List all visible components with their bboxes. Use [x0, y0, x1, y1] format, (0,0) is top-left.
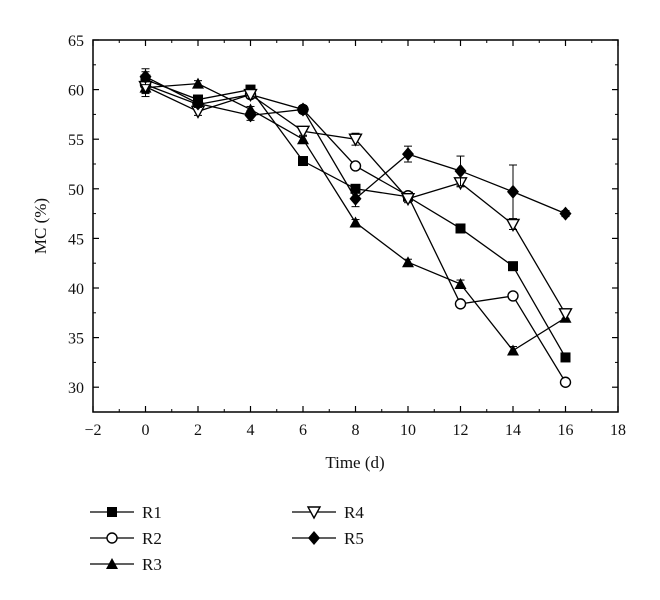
x-tick-label: 8	[352, 422, 360, 439]
x-tick-label: −2	[84, 422, 101, 439]
x-axis-label: Time (d)	[325, 453, 384, 472]
data-point	[349, 216, 362, 228]
legend: R1 R2 R3 R4 R5	[90, 503, 364, 574]
y-tick-label: 30	[68, 380, 84, 397]
data-point	[454, 278, 467, 290]
data-point	[349, 160, 362, 172]
legend-marker	[308, 531, 320, 545]
data-point	[454, 163, 467, 178]
legend-marker	[106, 558, 118, 569]
axis-ticks: −2 0 2 4 6 8 10 12 14 16 18 30 35 40 45 50 55 60 65	[68, 33, 626, 439]
data-point	[350, 183, 361, 194]
data-point	[559, 376, 572, 388]
x-tick-label: 0	[142, 422, 150, 439]
data-point	[454, 298, 467, 310]
data-point	[298, 156, 308, 167]
y-tick-label: 45	[68, 231, 84, 248]
data-point	[508, 261, 518, 272]
x-tick-label: 10	[400, 422, 416, 439]
data-point	[505, 218, 521, 232]
legend-label: R3	[142, 555, 162, 574]
y-tick-label: 35	[68, 331, 84, 348]
data-point	[244, 108, 257, 123]
series-layer	[138, 68, 573, 388]
series-r5	[139, 68, 572, 221]
data-point	[192, 77, 204, 89]
data-point	[507, 184, 519, 199]
data-point	[295, 125, 311, 139]
data-point	[559, 206, 572, 221]
x-tick-label: 16	[558, 422, 574, 439]
x-tick-label: 14	[505, 422, 521, 439]
x-tick-label: 2	[194, 422, 202, 439]
data-point	[507, 290, 519, 302]
legend-item-r3: R3	[90, 555, 162, 574]
legend-item-r2: R2	[90, 529, 162, 548]
y-tick-label: 55	[68, 132, 84, 149]
data-point	[400, 193, 416, 207]
legend-item-r5: R5	[292, 529, 364, 548]
data-point	[558, 308, 573, 322]
data-point	[560, 352, 571, 363]
data-point	[507, 344, 519, 356]
data-point	[243, 88, 258, 103]
y-tick-label: 50	[68, 182, 84, 199]
data-point	[139, 69, 152, 84]
y-tick-label: 40	[68, 281, 84, 298]
legend-item-r1: R1	[90, 503, 162, 522]
legend-label: R5	[344, 529, 364, 548]
data-point	[348, 133, 363, 147]
y-axis-label: MC (%)	[31, 198, 50, 254]
series-r3	[139, 77, 572, 356]
legend-item-r4: R4	[292, 503, 364, 522]
legend-marker	[306, 506, 322, 520]
y-tick-label: 65	[68, 33, 84, 50]
data-point	[349, 191, 362, 206]
legend-marker	[106, 532, 118, 544]
data-point	[402, 147, 414, 162]
legend-label: R1	[142, 503, 162, 522]
legend-marker	[107, 507, 117, 517]
x-tick-label: 6	[299, 422, 307, 439]
y-tick-label: 60	[68, 83, 84, 100]
x-tick-label: 18	[610, 422, 626, 439]
x-tick-label: 12	[453, 422, 469, 439]
data-point	[455, 223, 466, 234]
legend-label: R4	[344, 503, 364, 522]
series-r4	[138, 76, 573, 322]
data-point	[192, 96, 204, 111]
x-tick-label: 4	[247, 422, 255, 439]
data-point	[297, 102, 309, 117]
data-point	[402, 256, 414, 268]
legend-label: R2	[142, 529, 162, 548]
